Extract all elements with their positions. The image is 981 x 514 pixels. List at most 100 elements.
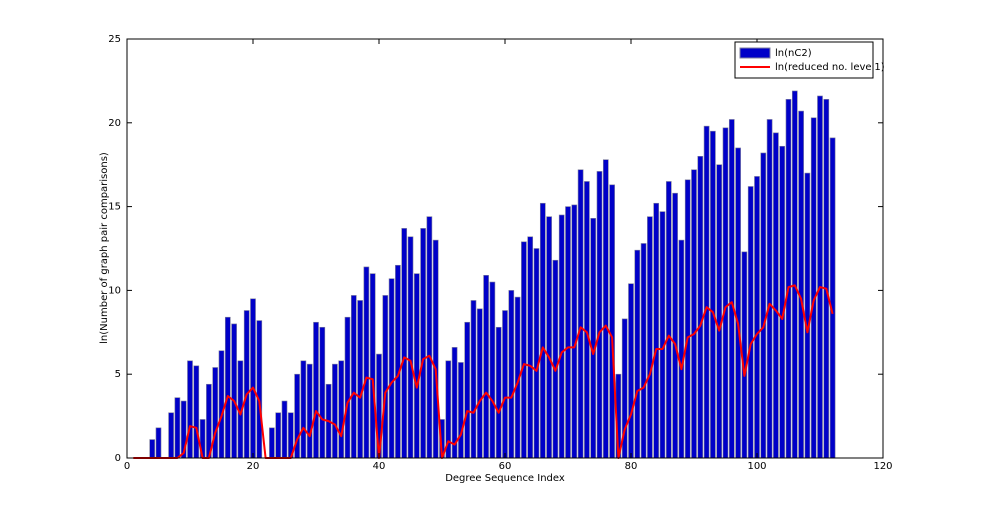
bar	[275, 412, 282, 459]
bar	[728, 119, 735, 459]
bar	[684, 179, 691, 459]
bar	[483, 275, 489, 459]
bar	[243, 310, 250, 459]
x-tick-label: 20	[247, 461, 260, 472]
y-tick-label: 25	[108, 34, 121, 45]
bar	[281, 400, 288, 459]
bar	[716, 164, 723, 459]
x-axis-label: Degree Sequence Index	[445, 473, 565, 484]
bar	[212, 367, 219, 459]
y-axis-label: ln(Number of graph pair comparisons)	[99, 152, 110, 344]
bar	[590, 218, 597, 459]
bar	[357, 300, 363, 459]
x-tick-label: 80	[625, 461, 638, 472]
x-tick-label: 100	[747, 461, 766, 472]
bar	[193, 365, 200, 459]
y-tick-label: 20	[108, 118, 121, 129]
bar	[754, 176, 760, 459]
bar	[369, 273, 376, 459]
bar	[823, 99, 830, 459]
bar	[495, 326, 502, 459]
bar	[502, 310, 508, 459]
bar	[817, 95, 823, 459]
line	[133, 284, 834, 459]
bar	[798, 110, 804, 459]
bar	[653, 202, 660, 459]
bar	[785, 99, 792, 459]
bar	[552, 259, 559, 459]
bar	[250, 298, 256, 459]
bar	[647, 216, 653, 459]
bar	[779, 145, 786, 459]
y-tick-label: 10	[108, 285, 121, 296]
bar	[565, 206, 571, 459]
bar	[596, 171, 603, 459]
bar	[388, 278, 395, 459]
bar	[476, 308, 483, 459]
bar	[224, 316, 231, 459]
bar	[546, 216, 552, 459]
legend-label: ln(reduced no. level1)	[775, 62, 885, 73]
bar	[464, 321, 471, 459]
bar	[508, 290, 515, 459]
bar	[363, 266, 370, 459]
bar	[773, 132, 779, 459]
bar	[558, 214, 565, 459]
bar	[533, 248, 540, 459]
x-tick-label: 120	[873, 461, 892, 472]
bar	[407, 236, 414, 459]
bar	[489, 281, 496, 459]
bar	[697, 156, 704, 459]
bar	[413, 273, 420, 459]
bar	[527, 236, 534, 459]
bar	[269, 427, 275, 459]
bar	[344, 316, 351, 459]
bar	[810, 117, 817, 459]
bar	[306, 363, 313, 459]
bar	[760, 152, 767, 459]
bar	[766, 119, 773, 459]
bar	[256, 320, 263, 459]
bar	[634, 249, 641, 459]
bar	[231, 323, 237, 459]
bar	[577, 169, 584, 459]
x-tick-label: 0	[124, 461, 130, 472]
bar	[665, 181, 672, 459]
bar	[584, 181, 590, 459]
bar	[432, 239, 439, 459]
bar	[672, 192, 678, 459]
bar	[703, 125, 710, 459]
bar	[313, 321, 319, 459]
bar	[338, 360, 345, 459]
y-tick-label: 0	[115, 453, 121, 464]
y-tick-label: 5	[115, 369, 121, 380]
bar	[710, 130, 716, 459]
bar	[470, 300, 477, 459]
bar	[609, 184, 615, 459]
bar	[155, 427, 162, 459]
x-tick-label: 60	[499, 461, 512, 472]
bar	[571, 204, 578, 459]
y-tick-label: 15	[108, 202, 121, 213]
bar	[602, 159, 609, 459]
bar	[218, 350, 225, 459]
bar	[174, 397, 181, 459]
legend-label: ln(nC2)	[775, 48, 812, 59]
bar	[640, 243, 647, 459]
bar	[735, 147, 741, 459]
bar	[420, 228, 426, 459]
bar	[628, 283, 634, 459]
bar	[722, 127, 729, 459]
bar	[319, 326, 326, 459]
bar	[332, 363, 338, 459]
bar	[691, 169, 697, 459]
bar	[168, 412, 174, 459]
bar	[521, 241, 527, 459]
bar	[539, 202, 546, 459]
bar	[401, 228, 408, 459]
bar	[747, 186, 754, 459]
bar	[350, 295, 357, 459]
bar	[829, 137, 836, 459]
bar	[678, 239, 685, 459]
